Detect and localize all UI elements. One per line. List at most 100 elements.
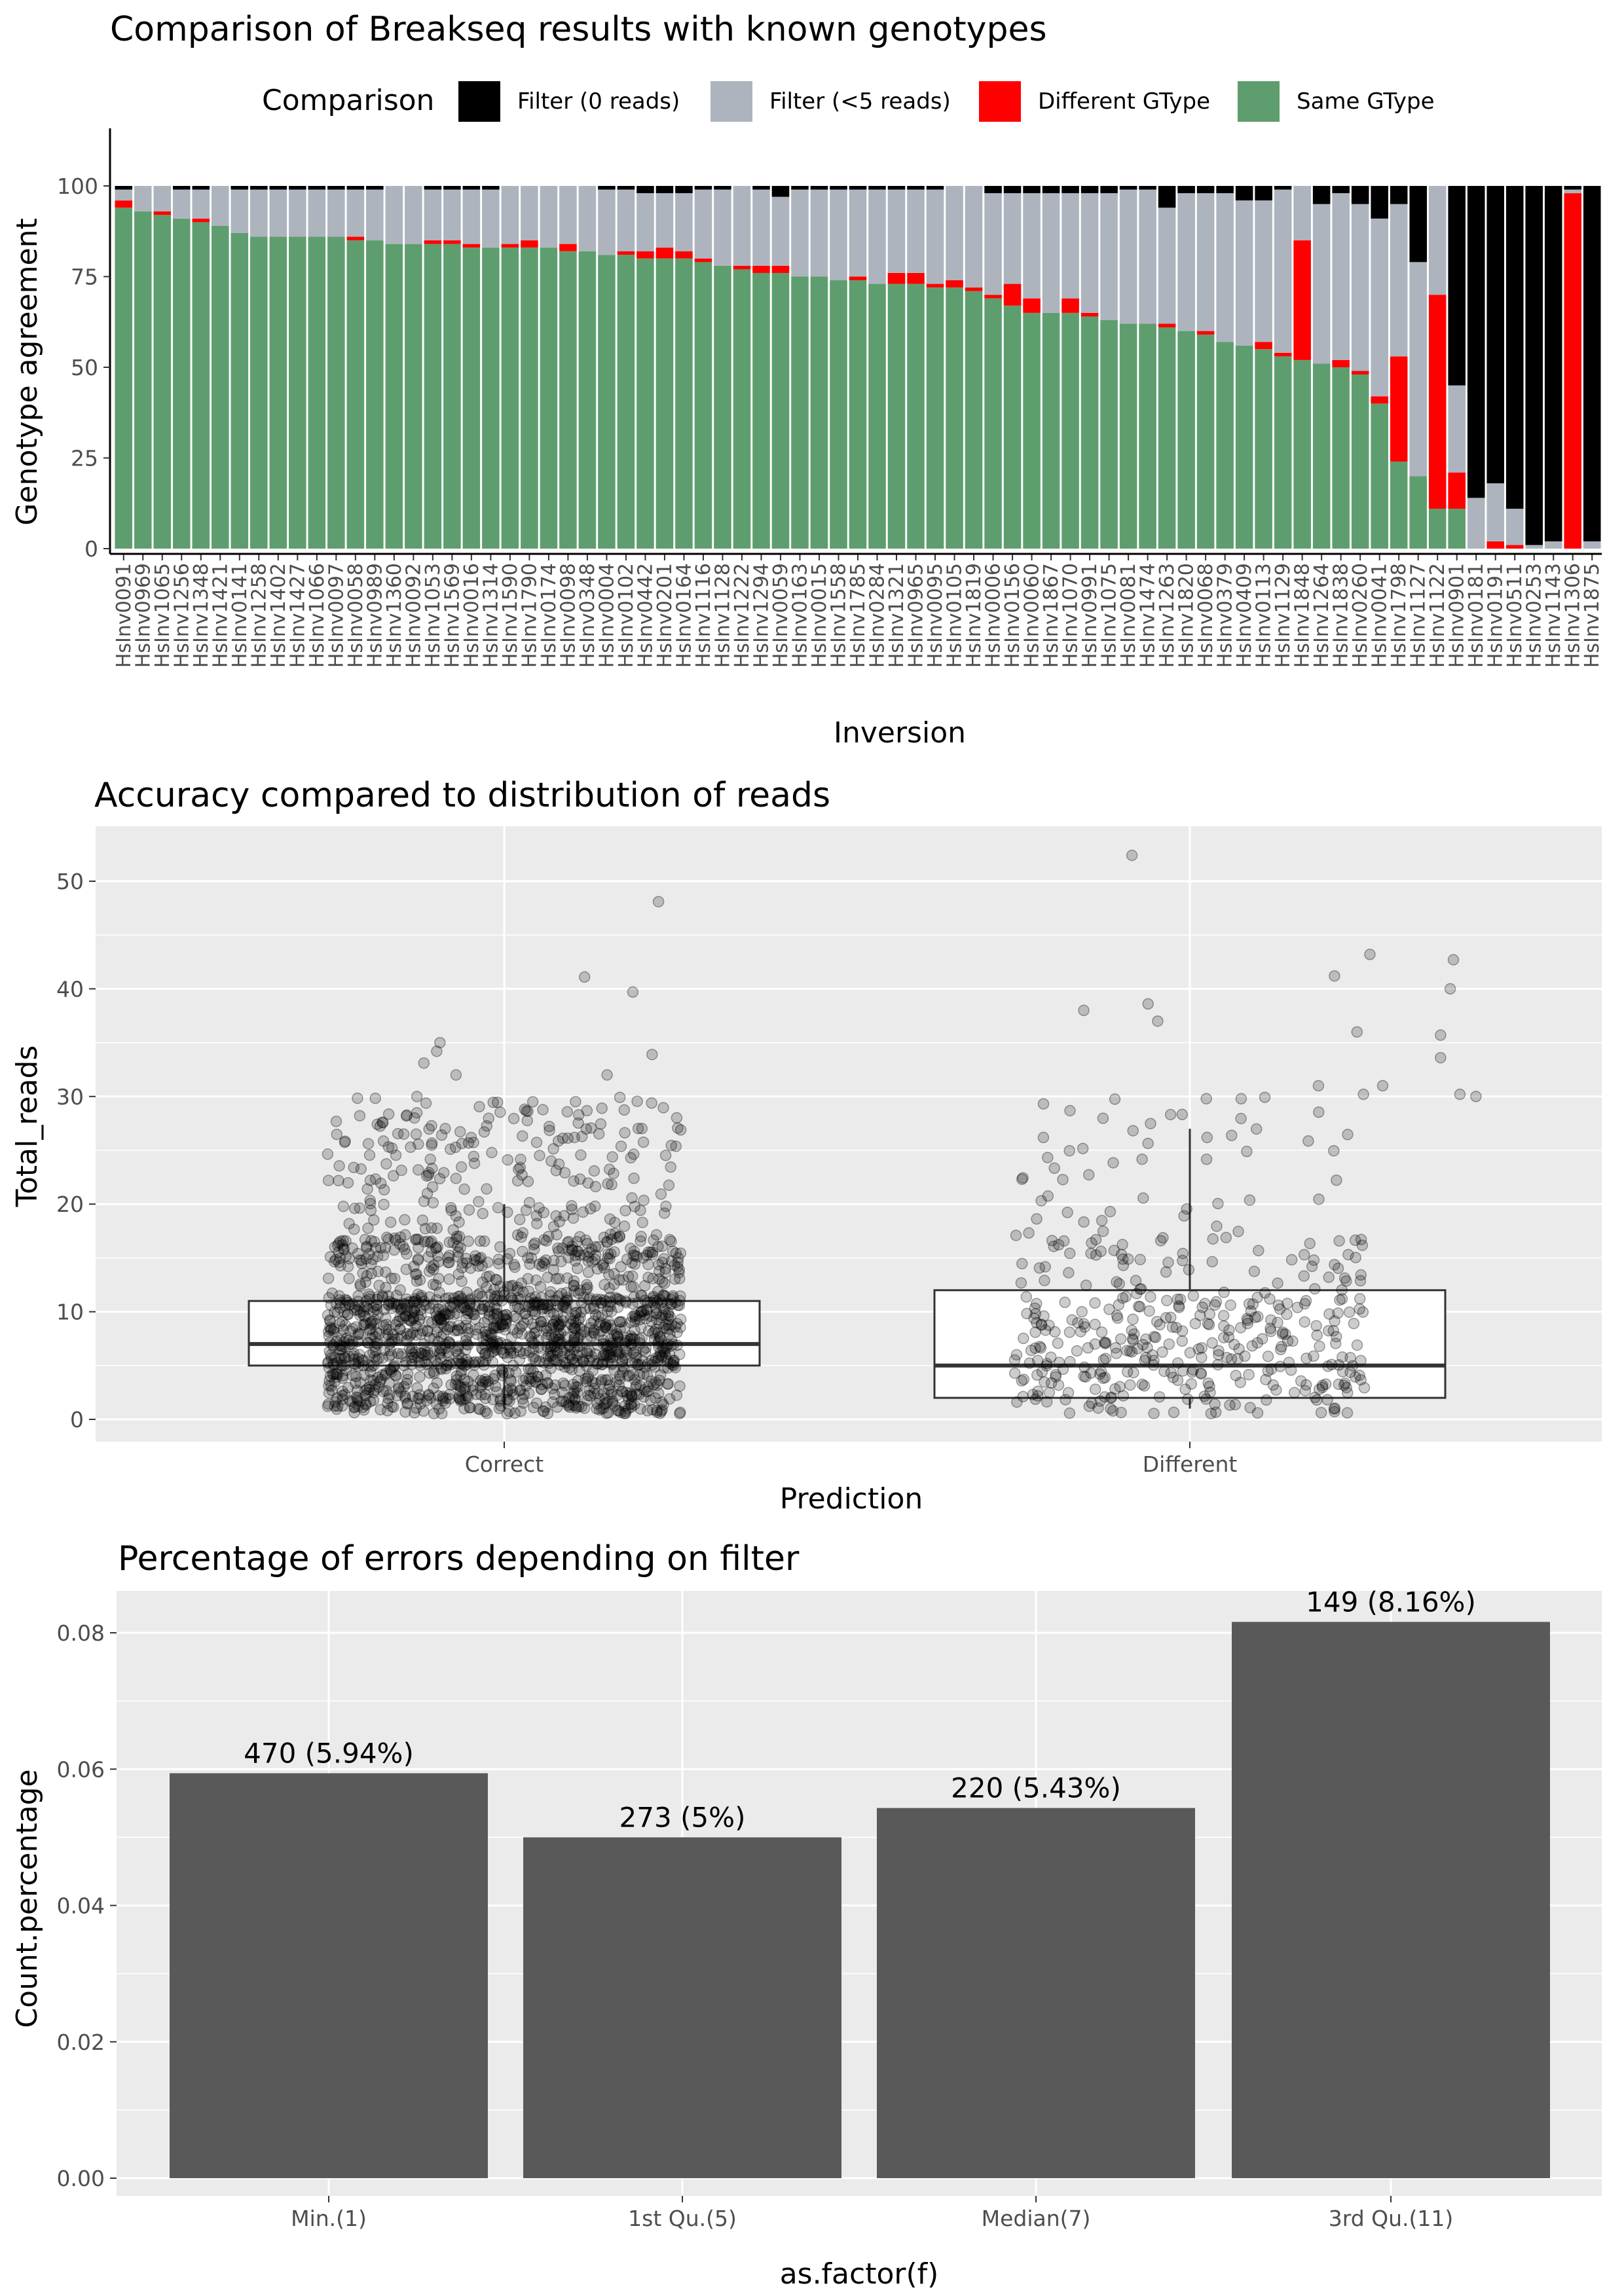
bar-segment [637, 258, 654, 549]
data-point [538, 1315, 549, 1327]
data-point [1308, 1350, 1320, 1362]
bar-segment [115, 189, 133, 201]
bar-segment [1525, 186, 1543, 545]
data-point [589, 1253, 601, 1266]
data-point [428, 1260, 440, 1271]
data-point [343, 1218, 355, 1230]
data-point [522, 1252, 534, 1264]
data-point [456, 1322, 468, 1334]
data-point [481, 1271, 493, 1283]
data-point [556, 1387, 568, 1398]
data-point [571, 1341, 583, 1353]
bar-segment [984, 186, 1002, 194]
data-point [1147, 1349, 1158, 1361]
data-point [1082, 1169, 1095, 1181]
data-point [322, 1272, 335, 1285]
x-tick-label: HsInv0068 [1194, 563, 1217, 668]
x-tick-label: HsInv0969 [132, 563, 155, 668]
data-point [1021, 1307, 1033, 1320]
data-point [1164, 1108, 1177, 1121]
x-tick-label: HsInv0060 [1021, 563, 1044, 668]
bar-segment [1216, 186, 1234, 194]
data-point [1053, 1357, 1065, 1368]
data-point [1149, 1332, 1162, 1343]
data-point [325, 1299, 337, 1311]
data-point [360, 1398, 372, 1410]
data-point [1251, 1407, 1264, 1419]
data-point [636, 1305, 648, 1317]
data-point [566, 1364, 578, 1376]
data-point [482, 1302, 494, 1313]
data-point [450, 1345, 462, 1357]
chart-title: Accuracy compared to distribution of rea… [94, 776, 830, 815]
bar-segment [172, 218, 191, 549]
data-point [640, 1304, 653, 1317]
data-point [507, 1310, 520, 1322]
bar-segment [752, 189, 770, 266]
data-point [613, 1293, 625, 1305]
data-point [555, 1288, 568, 1300]
data-point [435, 1362, 447, 1374]
data-point [1337, 1366, 1349, 1377]
data-point [561, 1237, 574, 1248]
data-point [554, 1358, 566, 1371]
bar-segment [1196, 193, 1215, 331]
data-point [618, 1274, 629, 1286]
data-point [470, 1324, 481, 1336]
data-point [328, 1352, 341, 1364]
data-point [371, 1353, 383, 1366]
data-point [1270, 1384, 1282, 1396]
data-point [504, 1347, 517, 1359]
data-point [604, 1333, 617, 1345]
data-point [561, 1286, 572, 1299]
data-point [408, 1296, 420, 1307]
data-point [635, 1403, 646, 1415]
data-point [334, 1334, 346, 1347]
data-point [1152, 1015, 1164, 1027]
data-point [492, 1253, 505, 1266]
data-point [494, 1395, 506, 1407]
data-point [487, 1336, 499, 1348]
data-point [418, 1349, 430, 1361]
data-point [662, 1307, 674, 1319]
data-point [1036, 1366, 1048, 1378]
data-point [635, 1306, 647, 1319]
data-point [434, 1036, 446, 1049]
data-point [393, 1381, 405, 1393]
data-point [528, 1239, 540, 1250]
data-point [394, 1238, 406, 1250]
x-tick-label: HsInv1348 [190, 563, 213, 668]
data-point [336, 1315, 348, 1328]
data-point [597, 1350, 610, 1362]
data-point [561, 1272, 574, 1284]
data-point [530, 1326, 542, 1338]
data-point [523, 1285, 535, 1298]
data-point [1108, 1245, 1120, 1256]
data-point [452, 1246, 464, 1258]
data-point [337, 1324, 349, 1336]
data-point [568, 1399, 580, 1412]
data-point [492, 1096, 504, 1108]
data-point [668, 1359, 680, 1372]
data-point [340, 1364, 352, 1376]
data-point [570, 1381, 582, 1393]
data-point [638, 1384, 650, 1396]
data-point [650, 1377, 662, 1389]
data-point [432, 1321, 444, 1334]
bar-segment [1139, 323, 1156, 549]
data-point [1061, 1207, 1073, 1218]
data-point [1079, 1361, 1090, 1374]
data-point [395, 1303, 407, 1315]
data-point [1354, 1303, 1365, 1315]
bar-segment [1119, 186, 1137, 190]
data-point [480, 1281, 492, 1294]
data-point [530, 1377, 542, 1389]
data-point [627, 1281, 640, 1293]
x-tick-label: HsInv1070 [1060, 563, 1082, 668]
data-point [1025, 1344, 1037, 1357]
data-point [395, 1386, 407, 1398]
data-point [473, 1195, 485, 1208]
data-point [1059, 1296, 1071, 1309]
data-point [530, 1210, 543, 1222]
data-point [1177, 1254, 1189, 1267]
